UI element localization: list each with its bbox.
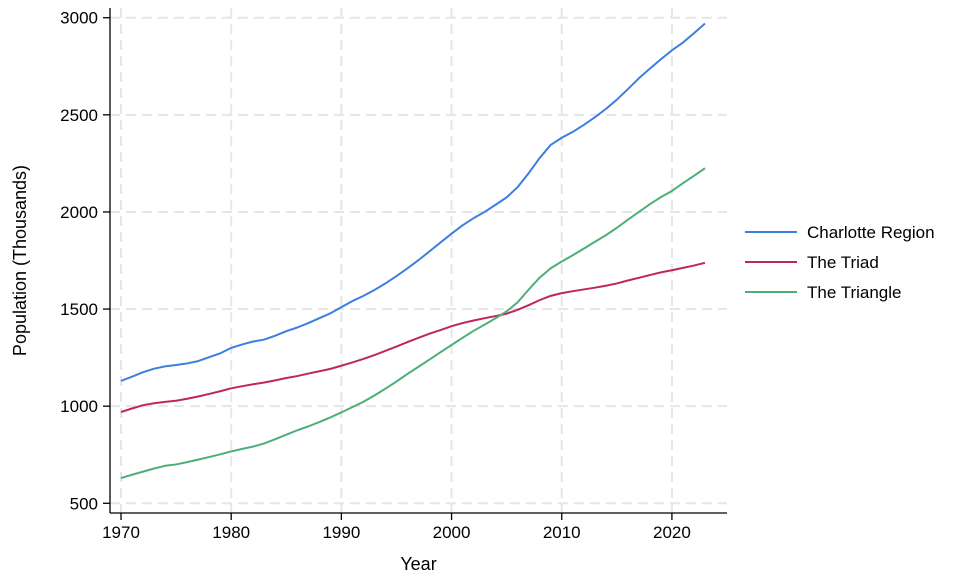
y-tick-label: 2500 — [60, 106, 98, 125]
series-line-the-triangle — [120, 167, 706, 479]
x-tick-label: 2000 — [433, 523, 471, 542]
x-tick-label: 1970 — [102, 523, 140, 542]
legend-label-the-triad: The Triad — [807, 253, 879, 272]
y-axis-title: Population (Thousands) — [10, 165, 30, 356]
y-tick-label: 500 — [70, 494, 98, 513]
y-tick-label: 1000 — [60, 397, 98, 416]
y-tick-label: 2000 — [60, 203, 98, 222]
x-tick-label: 2020 — [653, 523, 691, 542]
y-axis-ticks: 500 1000 1500 2000 2500 3000 — [60, 9, 110, 513]
y-tick-label: 3000 — [60, 9, 98, 28]
x-tick-label: 1990 — [322, 523, 360, 542]
x-axis-ticks: 1970 1980 1990 2000 2010 2020 — [102, 513, 691, 542]
series-lines — [120, 22, 706, 479]
series-line-the-triad — [120, 261, 706, 413]
axes — [109, 8, 727, 514]
legend-label-charlotte-region: Charlotte Region — [807, 223, 935, 242]
series-line-charlotte-region — [120, 22, 706, 382]
x-axis-title: Year — [400, 554, 436, 574]
x-tick-label: 1980 — [212, 523, 250, 542]
legend-label-the-triangle: The Triangle — [807, 283, 902, 302]
grid — [110, 8, 727, 513]
y-tick-label: 1500 — [60, 300, 98, 319]
legend: Charlotte Region The Triad The Triangle — [745, 223, 935, 302]
x-tick-label: 2010 — [543, 523, 581, 542]
